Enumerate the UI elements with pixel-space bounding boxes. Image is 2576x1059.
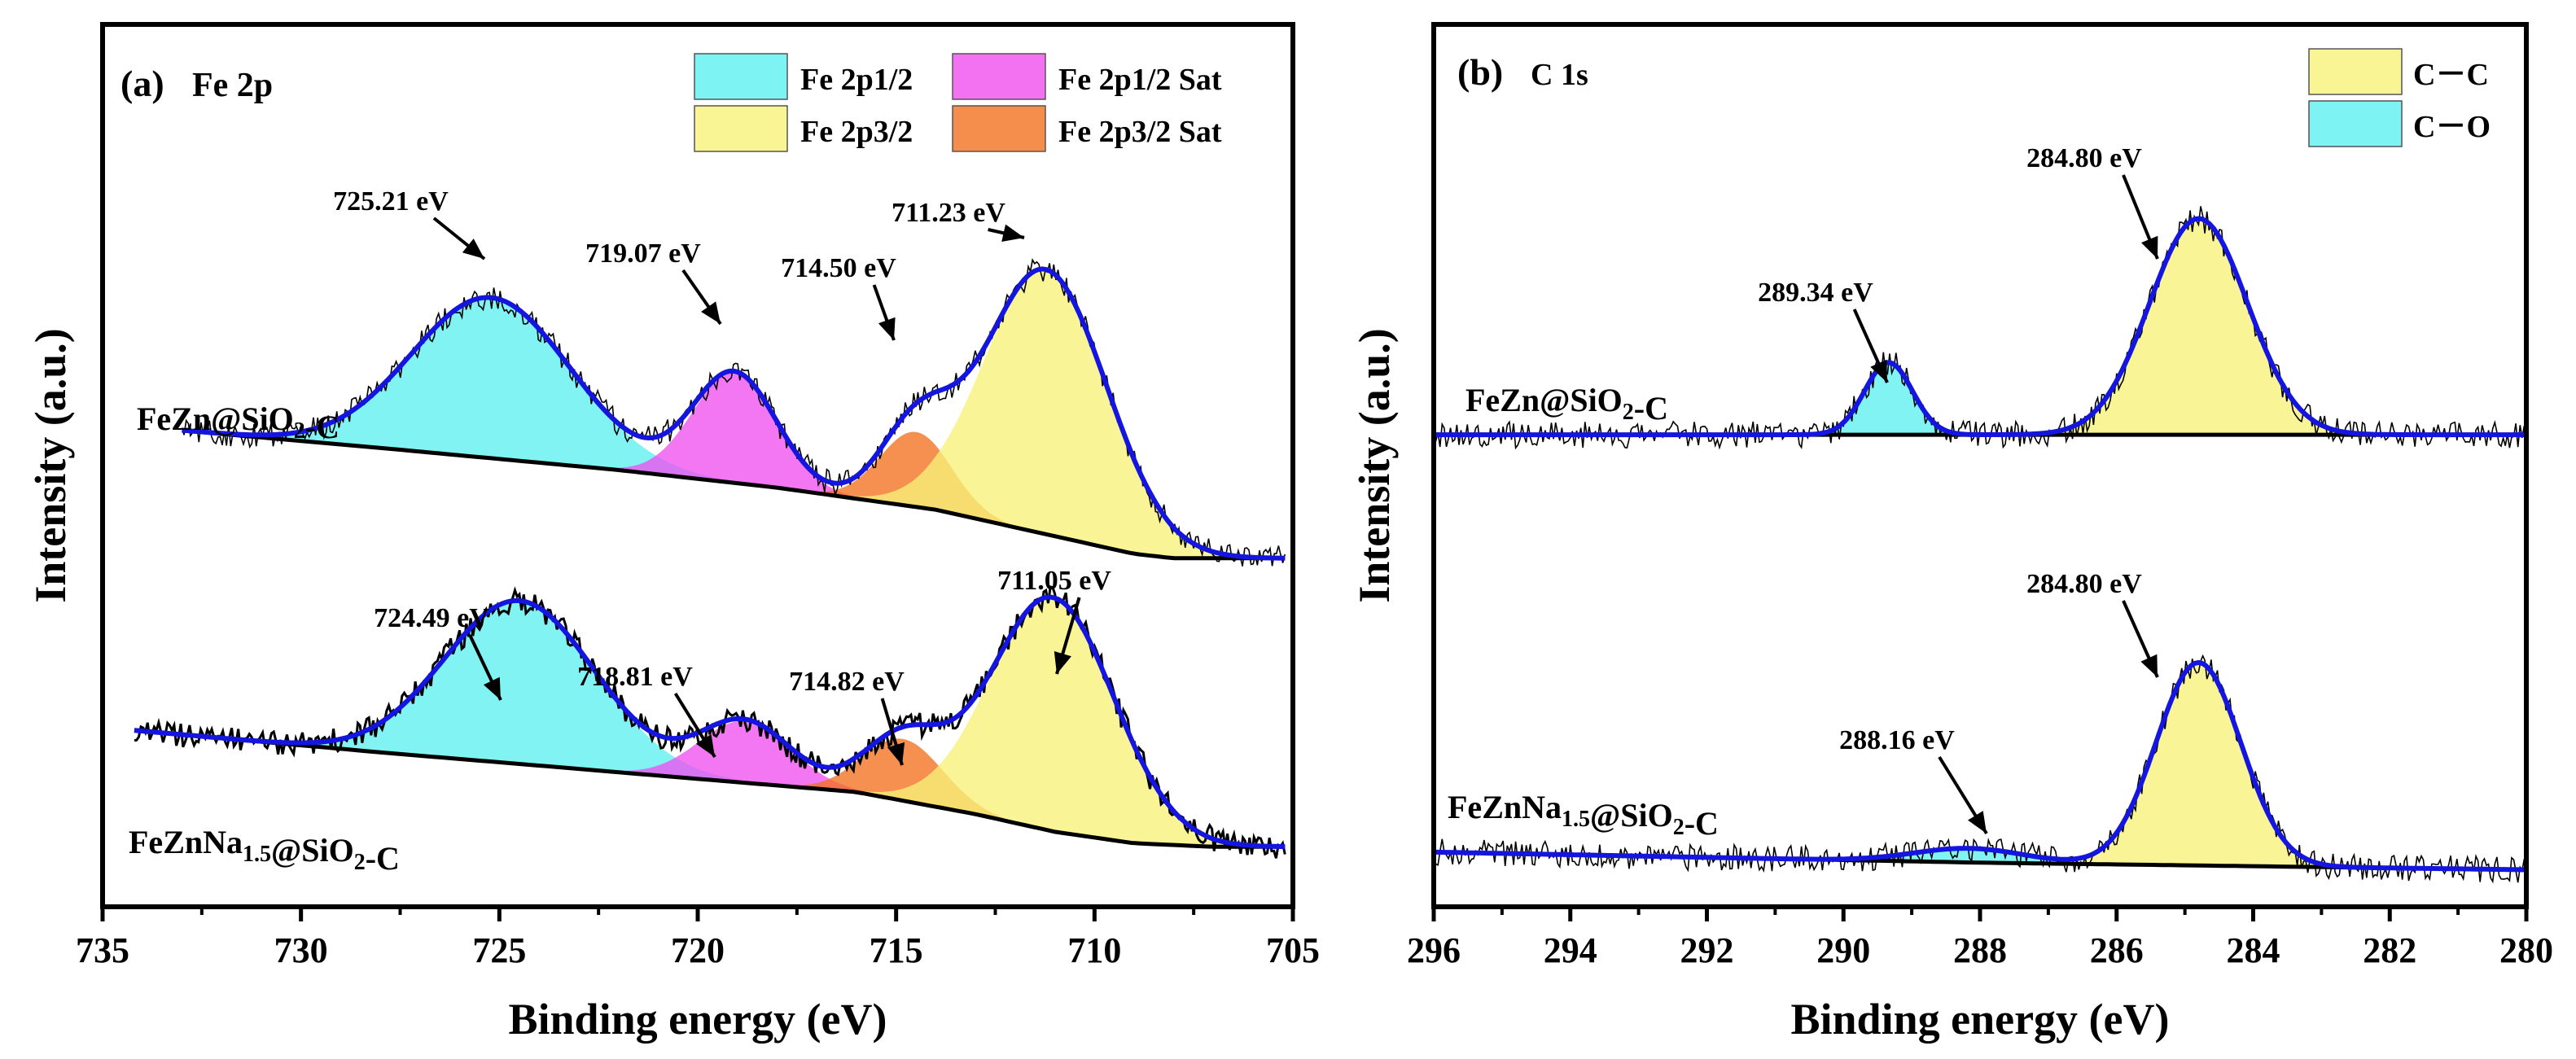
x-tick-label-b-8: 280 (2499, 930, 2553, 970)
x-axis-label-a: Binding energy (eV) (509, 995, 887, 1044)
x-tick-label-a-4: 715 (870, 930, 923, 970)
legend-label-a-3: Fe 2p3/2 Sat (1058, 115, 1222, 149)
peak-arrow-head-b-0-1 (2141, 235, 2158, 259)
legend-a: Fe 2p1/2 Fe 2p1/2 Sat Fe 2p3/2 Fe 2p3/2 Sat (694, 53, 1222, 152)
peak-fill-a-0-3 (824, 269, 1268, 558)
legend-swatch-b-1 (2308, 100, 2403, 147)
baseline-line-a-1 (134, 728, 1286, 849)
peak-arrow-head-b-1-1 (2140, 654, 2158, 677)
legend-swatch-a-2 (694, 105, 788, 152)
peak-label-a-0-0: 725.21 eV (333, 186, 449, 217)
peak-label-b-0-0: 289.34 eV (1758, 278, 1873, 308)
peak-fill-a-1-3 (831, 597, 1275, 847)
panel-label-a: (a) (120, 63, 164, 104)
legend-label-a-0: Fe 2p1/2 (800, 63, 913, 97)
legend-label-a-1: Fe 2p1/2 Sat (1058, 63, 1222, 97)
panel-label-b: (b) (1457, 51, 1503, 93)
legend-label-b-0: C－C (2413, 58, 2489, 92)
x-axis-label-b: Binding energy (eV) (1791, 995, 2170, 1044)
envelope-fit-b-0 (1434, 216, 2526, 438)
peak-arrow-head-a-1-1 (695, 734, 715, 757)
x-tick-label-b-6: 284 (2227, 930, 2280, 970)
panel-title-b: C 1s (1531, 58, 1588, 92)
peak-label-a-1-3: 711.05 eV (997, 566, 1111, 596)
peak-label-a-0-2: 714.50 eV (781, 253, 896, 283)
x-tick-label-b-2: 292 (1680, 930, 1734, 970)
legend-swatch-a-0 (694, 53, 788, 100)
panel-title-a: Fe 2p (192, 67, 273, 104)
peak-fill-a-0-1 (585, 372, 885, 503)
peak-arrow-head-a-1-3 (1054, 651, 1071, 674)
peak-label-a-1-1: 718.81 eV (577, 662, 693, 692)
y-axis-label-a: Intensity (a.u.) (26, 328, 75, 603)
x-tick-label-a-5: 710 (1067, 930, 1121, 970)
x-tick-label-a-3: 720 (671, 930, 725, 970)
panel-c-1s: 296 294 292 290 288 286 284 282 280 289.34 eV 284… (1350, 22, 2553, 1044)
x-tick-label-a-1: 730 (274, 930, 328, 970)
peak-label-a-1-0: 724.49 eV (374, 603, 489, 633)
peak-fill-b-0-1 (2022, 218, 2376, 435)
peak-fill-a-0-0 (205, 297, 777, 488)
legend-label-b-1: C－O (2413, 110, 2491, 144)
peak-arrow-head-b-1-0 (1968, 811, 1987, 834)
peak-arrow-head-a-0-2 (878, 317, 896, 340)
peak-arrow-head-a-1-0 (483, 676, 501, 700)
peak-fill-b-1-1 (2046, 662, 2351, 868)
peak-fill-b-0-0 (1802, 362, 1975, 435)
peak-label-b-0-1: 284.80 eV (2026, 143, 2142, 173)
panel-fe-2p: 735 730 725 720 715 710 705 725.21 eV 719.07 eV… (26, 22, 1320, 1044)
legend-swatch-a-3 (952, 105, 1046, 152)
sample-label-a-1: FeZnNa1.5@SiO2-C (129, 824, 400, 877)
envelope-fit-a-1 (134, 594, 1286, 850)
legend-swatch-a-1 (952, 53, 1046, 100)
sample-label-b-0: FeZn@SiO2-C (1465, 382, 1668, 427)
x-tick-label-a-2: 725 (472, 930, 526, 970)
x-tick-label-a-6: 705 (1266, 930, 1320, 970)
sample-label-b-1: FeZnNa1.5@SiO2-C (1448, 789, 1719, 842)
peak-label-a-0-3: 711.23 eV (892, 198, 1005, 228)
x-tick-label-b-4: 288 (1953, 930, 2007, 970)
baseline-line-a-0 (182, 428, 1286, 561)
x-tick-label-b-1: 294 (1544, 930, 1597, 970)
peak-arrow-head-b-0-0 (1870, 359, 1887, 383)
plot-frame-b (1431, 22, 2529, 909)
x-tick-label-b-3: 290 (1816, 930, 1870, 970)
legend-swatch-b-0 (2308, 48, 2403, 95)
peak-arrow-head-a-0-0 (462, 238, 484, 259)
peak-arrow-head-a-0-1 (701, 301, 721, 324)
legend-label-a-2: Fe 2p3/2 (800, 115, 913, 149)
x-tick-label-b-7: 282 (2363, 930, 2416, 970)
peak-arrow-head-a-1-2 (887, 742, 905, 765)
envelope-fit-a-0 (182, 266, 1286, 561)
peak-arrow-head-a-0-3 (1001, 224, 1024, 242)
legend-b: C－C C－O (2308, 48, 2491, 147)
x-tick-label-a-0: 735 (76, 930, 129, 970)
peak-label-b-1-0: 288.16 eV (1839, 725, 1955, 755)
x-tick-label-b-0: 296 (1407, 930, 1461, 970)
peak-label-a-1-2: 714.82 eV (789, 667, 905, 697)
peak-label-a-0-1: 719.07 eV (585, 238, 701, 269)
sample-label-a-0: FeZn@SiO2-C (137, 400, 340, 445)
peak-fill-a-1-0 (248, 601, 791, 787)
envelope-fit-b-1 (1434, 659, 2526, 873)
x-tick-label-b-5: 286 (2090, 930, 2144, 970)
peak-label-b-1-1: 284.80 eV (2026, 569, 2142, 599)
y-axis-label-b: Intensity (a.u.) (1350, 328, 1399, 603)
